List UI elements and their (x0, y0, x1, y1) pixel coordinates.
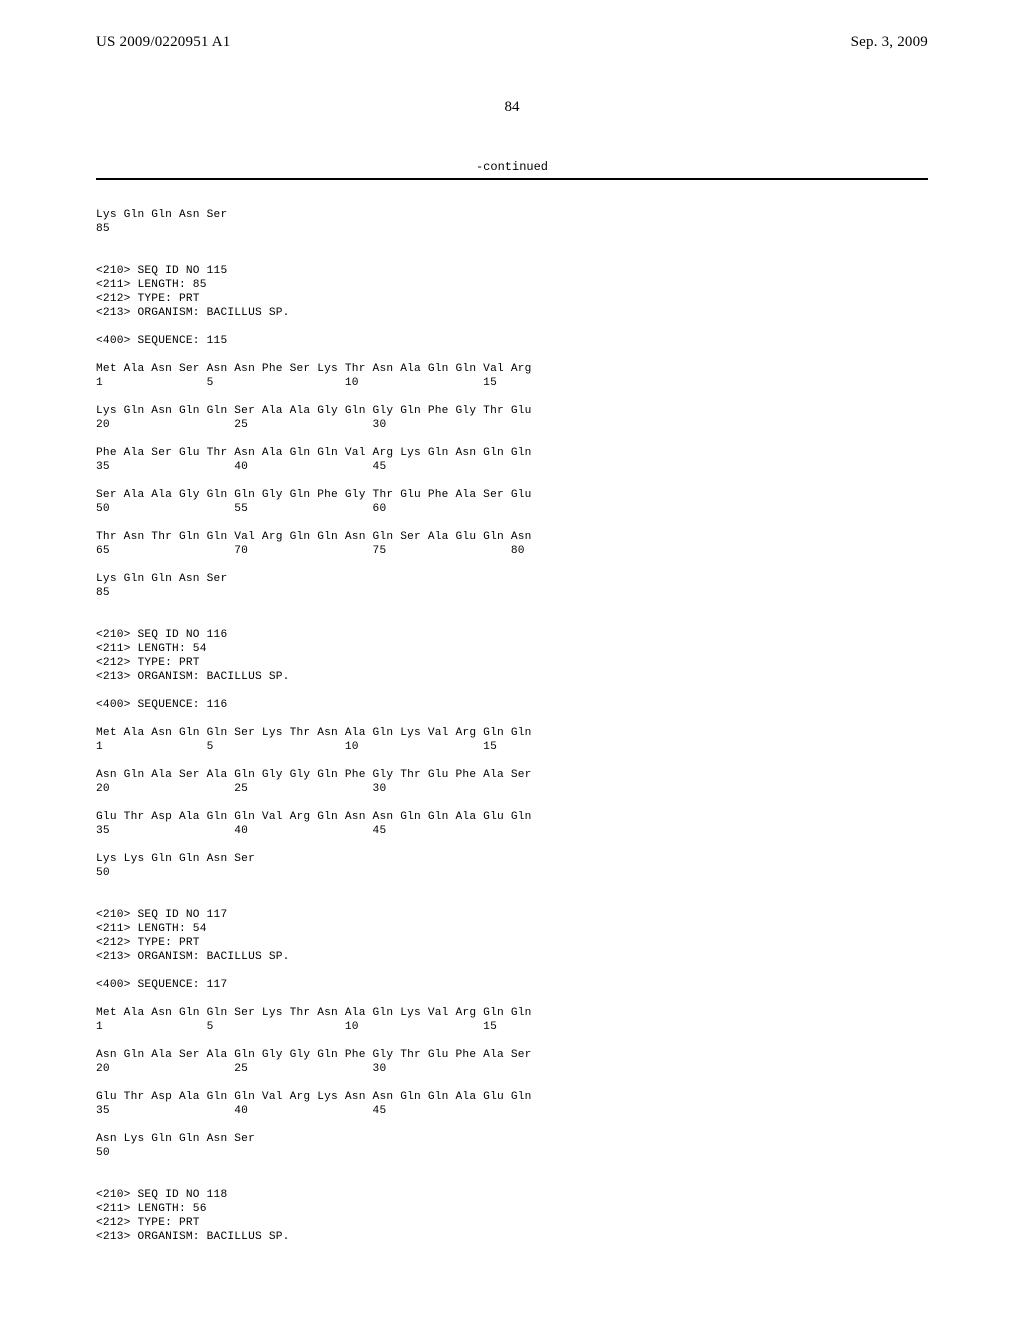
seq-116-line-0: Met Ala Asn Gln Gln Ser Lys Thr Asn Ala … (96, 727, 532, 753)
seq-meta-116: <210> SEQ ID NO 116 <211> LENGTH: 54 <21… (96, 629, 290, 683)
page-number: 84 (96, 99, 928, 116)
seq-117-line-1: Asn Gln Ala Ser Ala Gln Gly Gly Gln Phe … (96, 1049, 532, 1075)
publication-date: Sep. 3, 2009 (851, 34, 928, 51)
continued-label: -continued (96, 160, 928, 174)
page-header: US 2009/0220951 A1 Sep. 3, 2009 (96, 34, 928, 51)
seq-115-line-0: Met Ala Asn Ser Asn Asn Phe Ser Lys Thr … (96, 363, 532, 389)
seq-header-115: <400> SEQUENCE: 115 (96, 335, 227, 347)
seq-115-line-3: Ser Ala Ala Gly Gln Gln Gly Gln Phe Gly … (96, 489, 532, 515)
seq-meta-118: <210> SEQ ID NO 118 <211> LENGTH: 56 <21… (96, 1189, 290, 1243)
sequence-listing: Lys Gln Gln Asn Ser 85 <210> SEQ ID NO 1… (96, 194, 928, 1244)
seq-116-line-2: Glu Thr Asp Ala Gln Gln Val Arg Gln Asn … (96, 811, 532, 837)
seq-meta-117: <210> SEQ ID NO 117 <211> LENGTH: 54 <21… (96, 909, 290, 963)
page: US 2009/0220951 A1 Sep. 3, 2009 84 -cont… (0, 0, 1024, 1320)
seq-115-line-2: Phe Ala Ser Glu Thr Asn Ala Gln Gln Val … (96, 447, 532, 473)
seq-tail-114: Lys Gln Gln Asn Ser 85 (96, 209, 227, 235)
seq-115-line-4: Thr Asn Thr Gln Gln Val Arg Gln Gln Asn … (96, 531, 532, 557)
horizontal-rule (96, 178, 928, 180)
seq-116-line-3: Lys Lys Gln Gln Asn Ser 50 (96, 853, 255, 879)
seq-header-116: <400> SEQUENCE: 116 (96, 699, 227, 711)
seq-117-line-3: Asn Lys Gln Gln Asn Ser 50 (96, 1133, 255, 1159)
seq-115-line-5: Lys Gln Gln Asn Ser 85 (96, 573, 227, 599)
publication-number: US 2009/0220951 A1 (96, 34, 230, 51)
seq-116-line-1: Asn Gln Ala Ser Ala Gln Gly Gly Gln Phe … (96, 769, 532, 795)
seq-115-line-1: Lys Gln Asn Gln Gln Ser Ala Ala Gly Gln … (96, 405, 532, 431)
seq-meta-115: <210> SEQ ID NO 115 <211> LENGTH: 85 <21… (96, 265, 290, 319)
seq-header-117: <400> SEQUENCE: 117 (96, 979, 227, 991)
seq-117-line-2: Glu Thr Asp Ala Gln Gln Val Arg Lys Asn … (96, 1091, 532, 1117)
seq-117-line-0: Met Ala Asn Gln Gln Ser Lys Thr Asn Ala … (96, 1007, 532, 1033)
